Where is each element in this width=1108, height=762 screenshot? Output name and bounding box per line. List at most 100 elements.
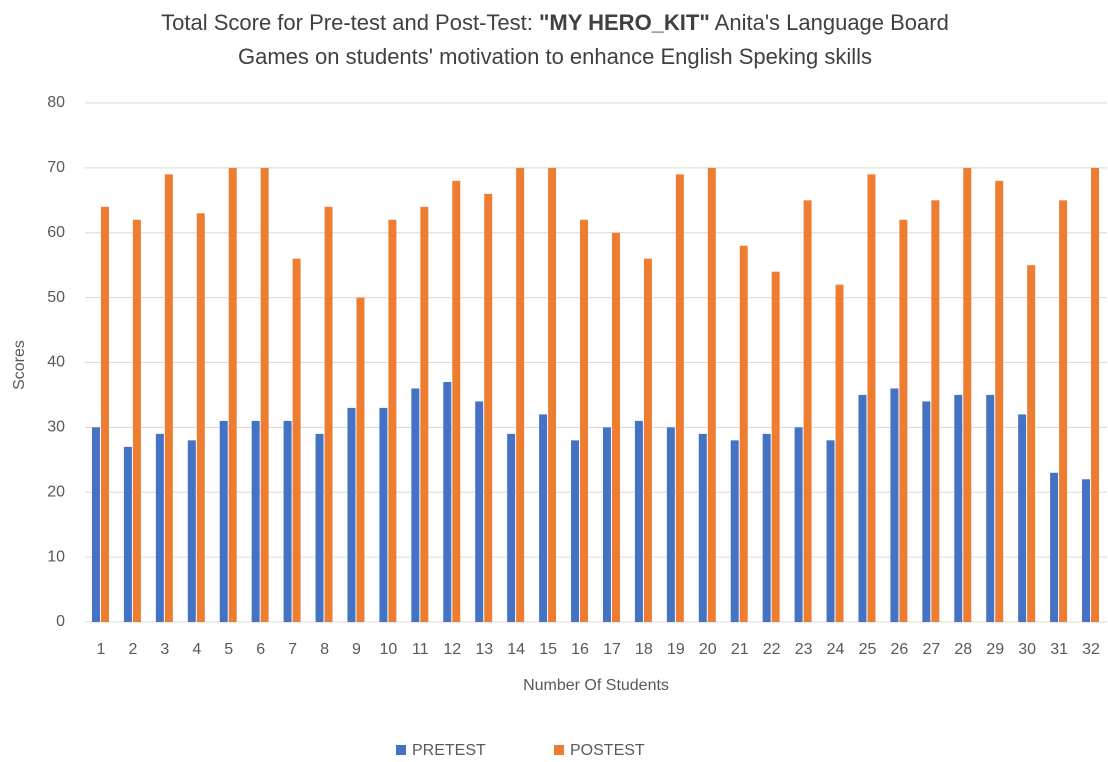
x-tick-label: 27 xyxy=(922,641,940,658)
x-tick-label: 16 xyxy=(571,641,589,658)
x-tick-label: 9 xyxy=(352,641,361,658)
bar xyxy=(602,427,611,622)
bar xyxy=(1082,479,1091,622)
bar xyxy=(187,440,196,622)
bar xyxy=(835,284,844,622)
bar xyxy=(1050,472,1059,622)
bar xyxy=(1027,265,1036,622)
bar xyxy=(571,440,580,622)
bar xyxy=(548,167,557,622)
chart-title: Total Score for Pre-test and Post-Test: … xyxy=(161,10,949,35)
bar xyxy=(411,388,420,622)
bar xyxy=(771,271,780,622)
y-axis-label: Scores xyxy=(11,340,28,390)
bar xyxy=(1091,167,1100,622)
bar xyxy=(292,258,301,622)
bar xyxy=(580,219,589,622)
bar xyxy=(922,401,931,622)
bar xyxy=(954,394,963,622)
bar xyxy=(794,427,803,622)
x-tick-label: 19 xyxy=(667,641,685,658)
bar xyxy=(484,193,493,622)
bar xyxy=(730,440,739,622)
bar xyxy=(698,433,707,622)
y-tick-label: 30 xyxy=(47,419,65,436)
title-part: Games on students' motivation to enhance… xyxy=(238,44,872,69)
y-tick-label: 40 xyxy=(47,354,65,371)
bar xyxy=(251,420,260,622)
bar xyxy=(164,174,173,623)
x-tick-label: 2 xyxy=(128,641,137,658)
bar xyxy=(443,381,452,622)
y-tick-label: 60 xyxy=(47,224,65,241)
bar xyxy=(634,420,643,622)
bar xyxy=(890,388,899,622)
bar xyxy=(260,167,269,622)
x-tick-label: 28 xyxy=(954,641,972,658)
x-tick-label: 7 xyxy=(288,641,297,658)
x-tick-label: 3 xyxy=(160,641,169,658)
bar xyxy=(283,420,292,622)
legend-label: POSTEST xyxy=(570,742,645,759)
bar xyxy=(666,427,675,622)
x-tick-label: 21 xyxy=(731,641,749,658)
legend-swatch xyxy=(396,745,406,755)
bar xyxy=(931,200,940,622)
bar xyxy=(356,297,365,622)
y-tick-label: 20 xyxy=(47,483,65,500)
bar xyxy=(132,219,141,622)
x-tick-label: 26 xyxy=(891,641,909,658)
bar xyxy=(1059,200,1068,622)
bar xyxy=(826,440,835,622)
bar xyxy=(507,433,516,622)
x-tick-label: 12 xyxy=(443,641,461,658)
bar xyxy=(475,401,484,622)
bar xyxy=(995,180,1004,622)
x-tick-label: 29 xyxy=(986,641,1004,658)
x-tick-label: 8 xyxy=(320,641,329,658)
bar xyxy=(516,167,525,622)
x-tick-label: 5 xyxy=(224,641,233,658)
chart-title: Games on students' motivation to enhance… xyxy=(238,44,872,69)
bar xyxy=(123,446,132,622)
bar xyxy=(315,433,324,622)
bar xyxy=(867,174,876,623)
bar xyxy=(452,180,461,622)
x-tick-label: 11 xyxy=(412,641,429,658)
bar xyxy=(858,394,867,622)
x-tick-label: 32 xyxy=(1082,641,1100,658)
legend-label: PRETEST xyxy=(412,742,486,759)
x-tick-label: 31 xyxy=(1050,641,1068,658)
x-tick-label: 30 xyxy=(1018,641,1036,658)
bar xyxy=(986,394,995,622)
x-tick-label: 15 xyxy=(539,641,557,658)
y-tick-label: 0 xyxy=(56,613,65,630)
bar xyxy=(899,219,908,622)
x-axis-label: Number Of Students xyxy=(523,677,669,694)
x-tick-label: 4 xyxy=(192,641,201,658)
x-tick-label: 14 xyxy=(507,641,525,658)
bar xyxy=(91,427,100,622)
title-part: Total Score for Pre-test and Post-Test: xyxy=(161,10,539,35)
bar xyxy=(196,213,205,622)
bar xyxy=(611,232,620,622)
x-tick-label: 25 xyxy=(859,641,877,658)
x-tick-label: 18 xyxy=(635,641,653,658)
x-tick-label: 24 xyxy=(827,641,845,658)
x-tick-label: 6 xyxy=(256,641,265,658)
bar xyxy=(762,433,771,622)
bar xyxy=(643,258,652,622)
bar xyxy=(739,245,748,622)
bar xyxy=(420,206,429,623)
bar xyxy=(228,167,237,622)
bar xyxy=(803,200,812,622)
x-tick-label: 13 xyxy=(475,641,493,658)
bar xyxy=(155,433,164,622)
title-part: Anita's Language Board xyxy=(710,10,949,35)
y-tick-label: 70 xyxy=(47,159,65,176)
x-tick-label: 17 xyxy=(603,641,621,658)
y-tick-label: 10 xyxy=(47,548,65,565)
bar xyxy=(324,206,333,623)
bar xyxy=(1018,414,1027,622)
